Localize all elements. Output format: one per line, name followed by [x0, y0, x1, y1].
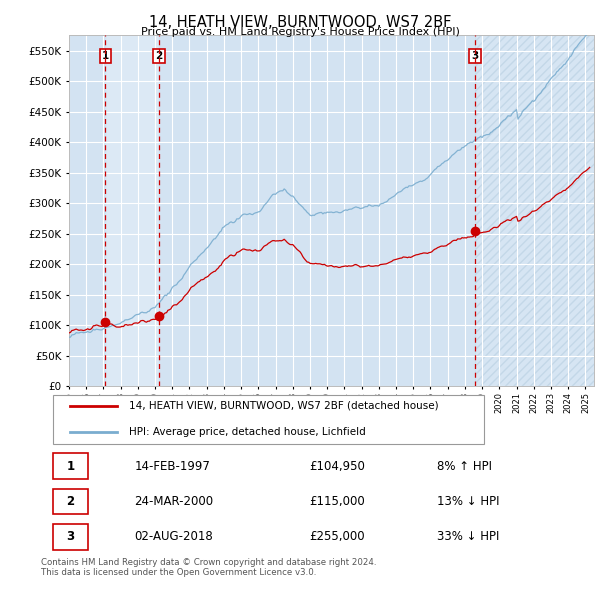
FancyBboxPatch shape — [53, 524, 88, 550]
Text: 14, HEATH VIEW, BURNTWOOD, WS7 2BF: 14, HEATH VIEW, BURNTWOOD, WS7 2BF — [149, 15, 451, 30]
Text: 3: 3 — [472, 51, 479, 61]
Text: Price paid vs. HM Land Registry's House Price Index (HPI): Price paid vs. HM Land Registry's House … — [140, 27, 460, 37]
Bar — [69, 35, 106, 386]
FancyBboxPatch shape — [53, 489, 88, 514]
Text: 24-MAR-2000: 24-MAR-2000 — [134, 495, 214, 508]
Text: 3: 3 — [67, 530, 74, 543]
Text: 14, HEATH VIEW, BURNTWOOD, WS7 2BF (detached house): 14, HEATH VIEW, BURNTWOOD, WS7 2BF (deta… — [128, 401, 438, 411]
Bar — [159, 35, 475, 386]
Text: 8% ↑ HPI: 8% ↑ HPI — [437, 460, 492, 473]
Text: 2: 2 — [155, 51, 163, 61]
FancyBboxPatch shape — [53, 453, 88, 479]
Text: 1: 1 — [102, 51, 109, 61]
Text: Contains HM Land Registry data © Crown copyright and database right 2024.
This d: Contains HM Land Registry data © Crown c… — [41, 558, 377, 577]
FancyBboxPatch shape — [53, 395, 484, 444]
Text: HPI: Average price, detached house, Lichfield: HPI: Average price, detached house, Lich… — [128, 427, 365, 437]
Text: 1: 1 — [67, 460, 74, 473]
Polygon shape — [475, 35, 594, 386]
Text: £104,950: £104,950 — [309, 460, 365, 473]
Text: 33% ↓ HPI: 33% ↓ HPI — [437, 530, 499, 543]
Text: 14-FEB-1997: 14-FEB-1997 — [134, 460, 210, 473]
Text: 13% ↓ HPI: 13% ↓ HPI — [437, 495, 500, 508]
Bar — [475, 35, 594, 386]
Text: £115,000: £115,000 — [309, 495, 365, 508]
Text: 02-AUG-2018: 02-AUG-2018 — [134, 530, 213, 543]
Text: £255,000: £255,000 — [309, 530, 365, 543]
Text: 2: 2 — [67, 495, 74, 508]
